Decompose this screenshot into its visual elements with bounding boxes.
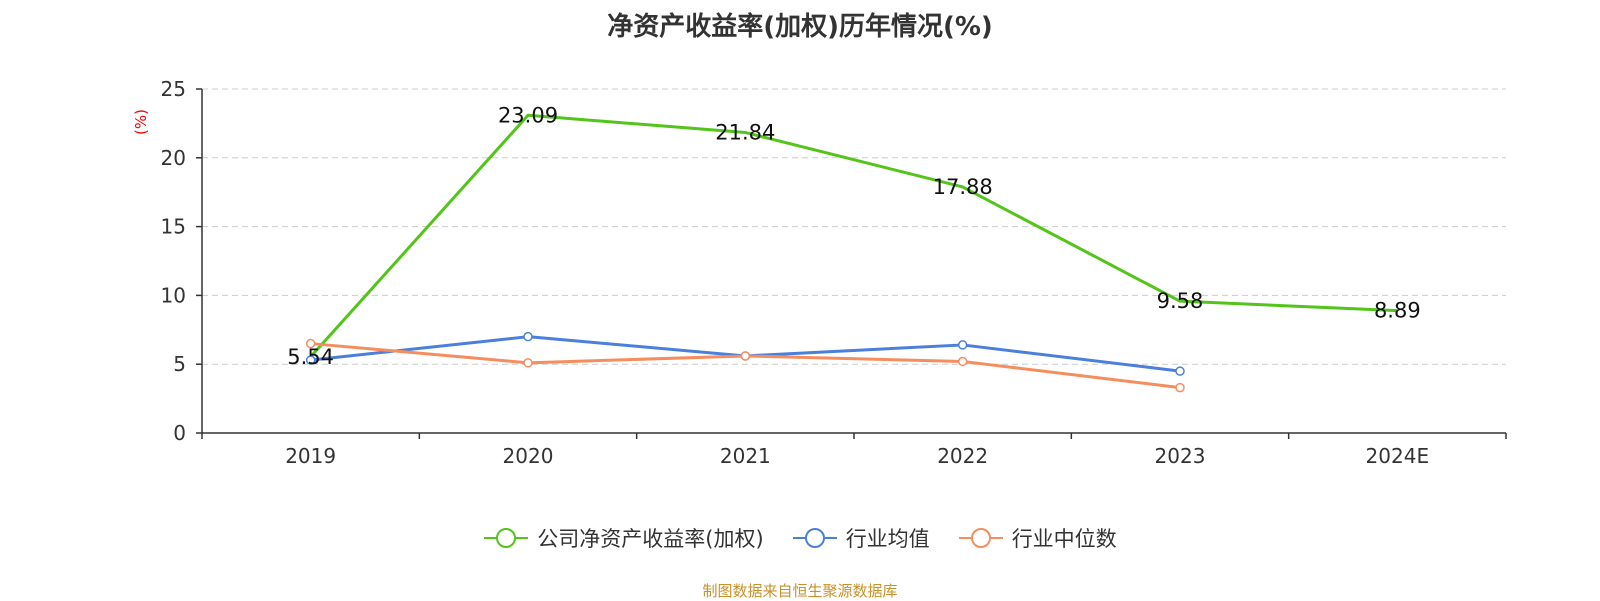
series-line — [310, 342, 1181, 390]
series-lines — [305, 113, 1398, 393]
data-point — [740, 351, 751, 361]
y-tick-label: 20 — [161, 146, 186, 170]
x-tick-label: 2024E — [1366, 444, 1430, 468]
series-line — [309, 113, 1398, 358]
legend-marker-icon — [958, 528, 1003, 548]
data-point — [305, 338, 316, 349]
legend-item[interactable]: 公司净资产收益率(加权) — [483, 523, 764, 553]
legend-label: 行业均值 — [845, 527, 930, 551]
data-point — [305, 355, 316, 365]
source-note: 制图数据来自恒生聚源数据库 — [702, 582, 898, 600]
legend-marker-icon — [484, 528, 529, 548]
legend-circle — [970, 528, 991, 548]
y-tick-label: 10 — [161, 283, 186, 307]
x-tick-label: 2019 — [285, 444, 336, 468]
legend-circle — [496, 528, 517, 548]
x-tick-label: 2023 — [1155, 444, 1206, 468]
data-labels: 5.54 23.09 21.84 17.88 9.58 8.89 — [287, 103, 1420, 368]
chart-title: 净资产收益率(加权)历年情况(%) — [607, 12, 993, 42]
data-point — [957, 356, 968, 367]
legend: 公司净资产收益率(加权) 行业均值 行业中位数 — [0, 522, 1600, 554]
x-tick-label: 2020 — [503, 444, 554, 468]
data-point — [523, 331, 533, 342]
legend-item[interactable]: 行业均值 — [792, 523, 930, 553]
y-tick-label: 25 — [161, 77, 186, 101]
y-tick-label: 0 — [173, 421, 186, 445]
data-label: 23.09 — [498, 103, 558, 127]
legend-label: 行业中位数 — [1011, 527, 1117, 551]
data-point — [957, 340, 968, 350]
data-point — [523, 358, 533, 368]
legend-marker-icon — [792, 528, 837, 548]
x-tick-label: 2022 — [937, 444, 988, 468]
data-label: 17.88 — [933, 175, 993, 199]
legend-label: 公司净资产收益率(加权) — [537, 527, 764, 551]
data-point — [1175, 382, 1185, 393]
legend-circle — [804, 528, 825, 548]
y-axis-label: (%) — [132, 109, 150, 135]
data-label: 5.54 — [287, 345, 334, 369]
data-label: 8.89 — [1374, 299, 1421, 323]
data-label: 21.84 — [715, 120, 775, 144]
y-tick-label: 15 — [161, 215, 186, 239]
axes: 0 5 10 15 20 25 (%) 2019 2020 2021 2022 2023 2024E — [132, 77, 1507, 468]
x-tick-label: 2021 — [720, 444, 771, 468]
legend-item[interactable]: 行业中位数 — [958, 523, 1117, 553]
data-label: 9.58 — [1157, 289, 1204, 313]
grid-lines — [202, 88, 1506, 365]
y-tick-label: 5 — [173, 352, 186, 376]
data-point — [1175, 366, 1185, 376]
